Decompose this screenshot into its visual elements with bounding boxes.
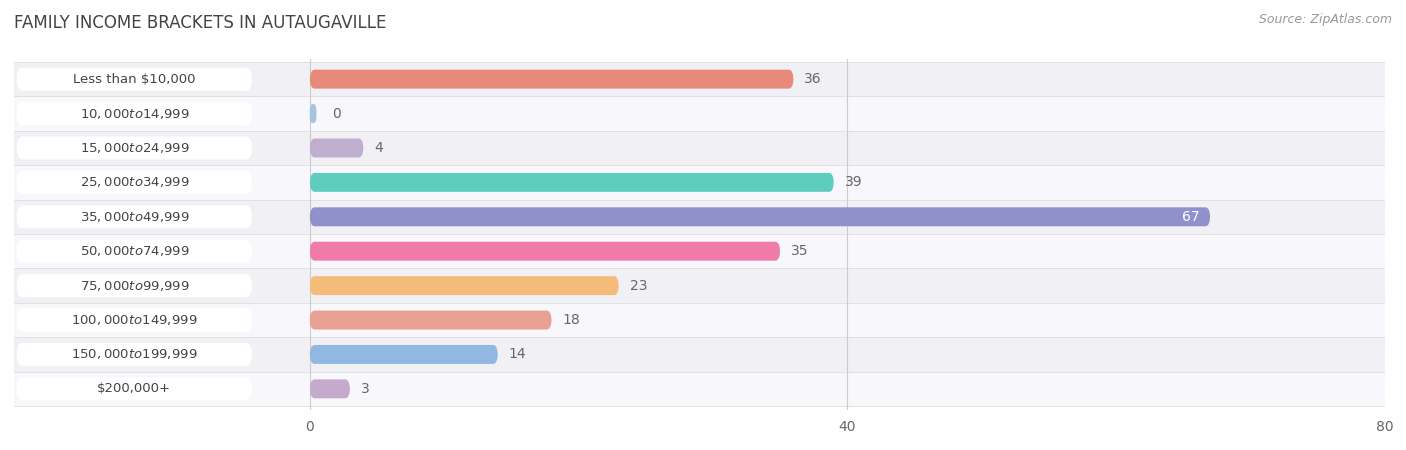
Text: Less than $10,000: Less than $10,000	[73, 72, 195, 86]
FancyBboxPatch shape	[17, 68, 252, 91]
Bar	[14, 200, 1385, 234]
FancyBboxPatch shape	[309, 104, 316, 123]
Text: $50,000 to $74,999: $50,000 to $74,999	[80, 244, 190, 258]
FancyBboxPatch shape	[17, 136, 252, 159]
Text: 67: 67	[1182, 210, 1199, 224]
Text: FAMILY INCOME BRACKETS IN AUTAUGAVILLE: FAMILY INCOME BRACKETS IN AUTAUGAVILLE	[14, 14, 387, 32]
Text: $35,000 to $49,999: $35,000 to $49,999	[80, 210, 190, 224]
FancyBboxPatch shape	[17, 309, 252, 332]
Text: 23: 23	[630, 279, 647, 292]
Text: $10,000 to $14,999: $10,000 to $14,999	[80, 107, 190, 121]
FancyBboxPatch shape	[309, 173, 834, 192]
Bar	[14, 372, 1385, 406]
Bar	[14, 96, 1385, 131]
Text: $15,000 to $24,999: $15,000 to $24,999	[80, 141, 190, 155]
FancyBboxPatch shape	[309, 345, 498, 364]
Text: $150,000 to $199,999: $150,000 to $199,999	[72, 347, 198, 361]
Text: 4: 4	[374, 141, 382, 155]
Text: 35: 35	[792, 244, 808, 258]
Text: $75,000 to $99,999: $75,000 to $99,999	[80, 279, 190, 292]
Bar	[14, 234, 1385, 268]
Bar	[14, 303, 1385, 337]
FancyBboxPatch shape	[17, 240, 252, 263]
FancyBboxPatch shape	[309, 276, 619, 295]
Text: $100,000 to $149,999: $100,000 to $149,999	[72, 313, 198, 327]
Bar	[14, 165, 1385, 200]
FancyBboxPatch shape	[309, 310, 551, 329]
Bar	[14, 131, 1385, 165]
Text: 39: 39	[845, 176, 862, 189]
FancyBboxPatch shape	[17, 343, 252, 366]
FancyBboxPatch shape	[17, 171, 252, 194]
Text: Source: ZipAtlas.com: Source: ZipAtlas.com	[1258, 14, 1392, 27]
Bar	[14, 337, 1385, 372]
Text: 0: 0	[333, 107, 342, 121]
FancyBboxPatch shape	[309, 139, 364, 158]
Text: 18: 18	[562, 313, 581, 327]
FancyBboxPatch shape	[309, 207, 1211, 226]
FancyBboxPatch shape	[17, 205, 252, 228]
Bar	[14, 268, 1385, 303]
Bar	[14, 62, 1385, 96]
Text: $25,000 to $34,999: $25,000 to $34,999	[80, 176, 190, 189]
Text: $200,000+: $200,000+	[97, 382, 172, 396]
FancyBboxPatch shape	[309, 379, 350, 398]
Text: 14: 14	[509, 347, 526, 361]
Text: 36: 36	[804, 72, 823, 86]
FancyBboxPatch shape	[309, 70, 793, 89]
Text: 3: 3	[361, 382, 370, 396]
FancyBboxPatch shape	[17, 102, 252, 125]
FancyBboxPatch shape	[309, 242, 780, 261]
FancyBboxPatch shape	[17, 377, 252, 400]
FancyBboxPatch shape	[17, 274, 252, 297]
